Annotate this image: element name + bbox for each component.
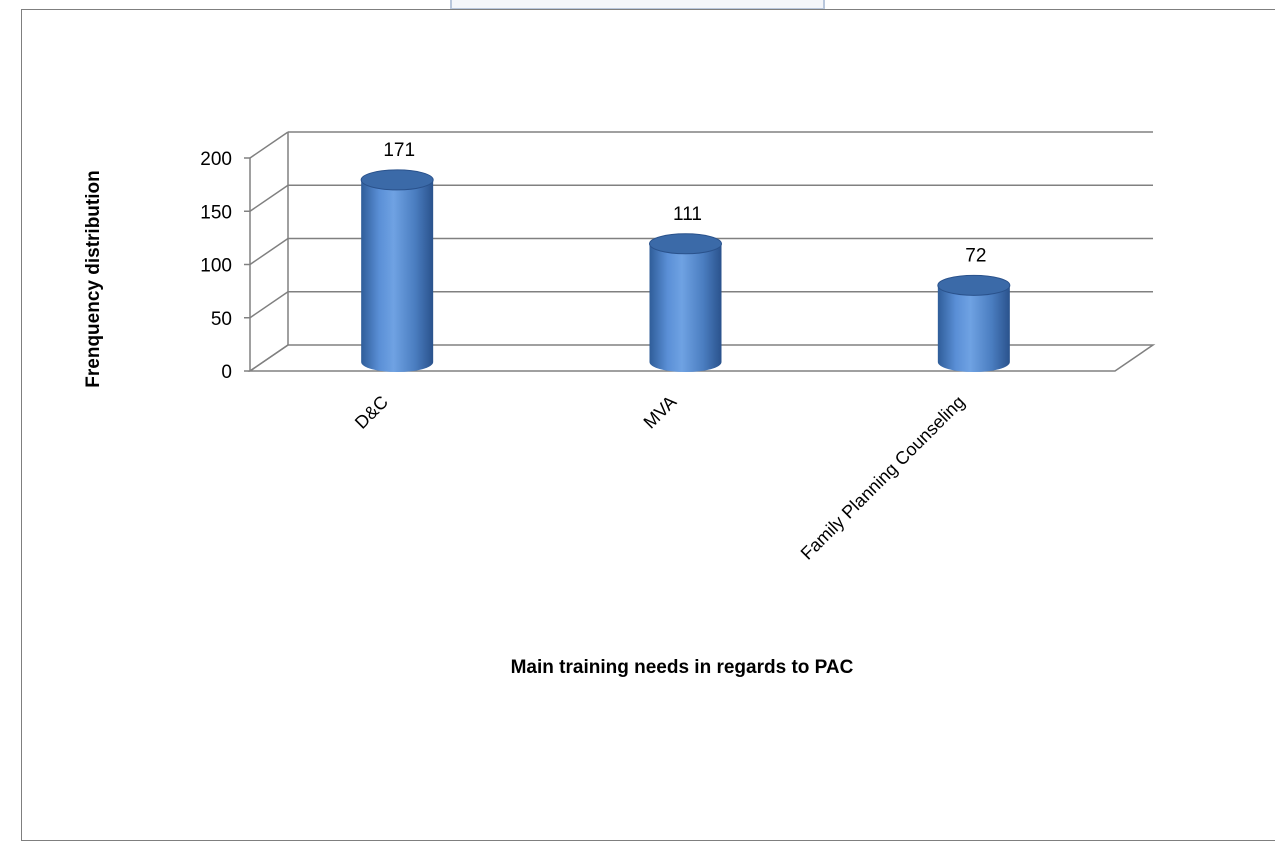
y-tick-label: 100 <box>200 256 232 277</box>
bar-2 <box>937 274 1011 372</box>
data-label: 171 <box>383 140 415 161</box>
y-tick-label: 150 <box>200 202 232 223</box>
bar-body <box>361 179 434 372</box>
chart-area <box>21 9 1275 841</box>
gridline-side <box>249 237 289 266</box>
bar-body <box>649 243 722 372</box>
gridline-side <box>249 131 289 159</box>
bar-body <box>937 285 1010 372</box>
bar-top <box>649 233 722 255</box>
data-label: 72 <box>965 245 986 266</box>
x-tick-label: Family Planning Counseling <box>797 392 969 564</box>
y-axis <box>244 132 289 372</box>
x-axis-title: Main training needs in regards to PAC <box>511 657 854 678</box>
gridline-side <box>249 184 289 212</box>
bars <box>360 169 1011 372</box>
labels: 0 50 100 150 200 171 D&C 111 MVA 72 Family Plannin… <box>200 140 986 564</box>
bar-top <box>937 274 1011 296</box>
y-axis-title: Frenquency distribution <box>83 170 104 387</box>
gridline-side <box>249 291 289 319</box>
x-tick-label: D&C <box>351 392 392 433</box>
x-tick-label: MVA <box>640 392 681 433</box>
y-tick-label: 200 <box>200 149 232 170</box>
y-tick-label: 0 <box>221 362 232 383</box>
bar-top <box>360 169 434 191</box>
y-tick-label: 50 <box>211 309 232 330</box>
data-label: 111 <box>673 204 702 225</box>
gridline-side <box>249 344 289 372</box>
bar-1 <box>649 233 722 372</box>
bar-0 <box>360 169 434 372</box>
